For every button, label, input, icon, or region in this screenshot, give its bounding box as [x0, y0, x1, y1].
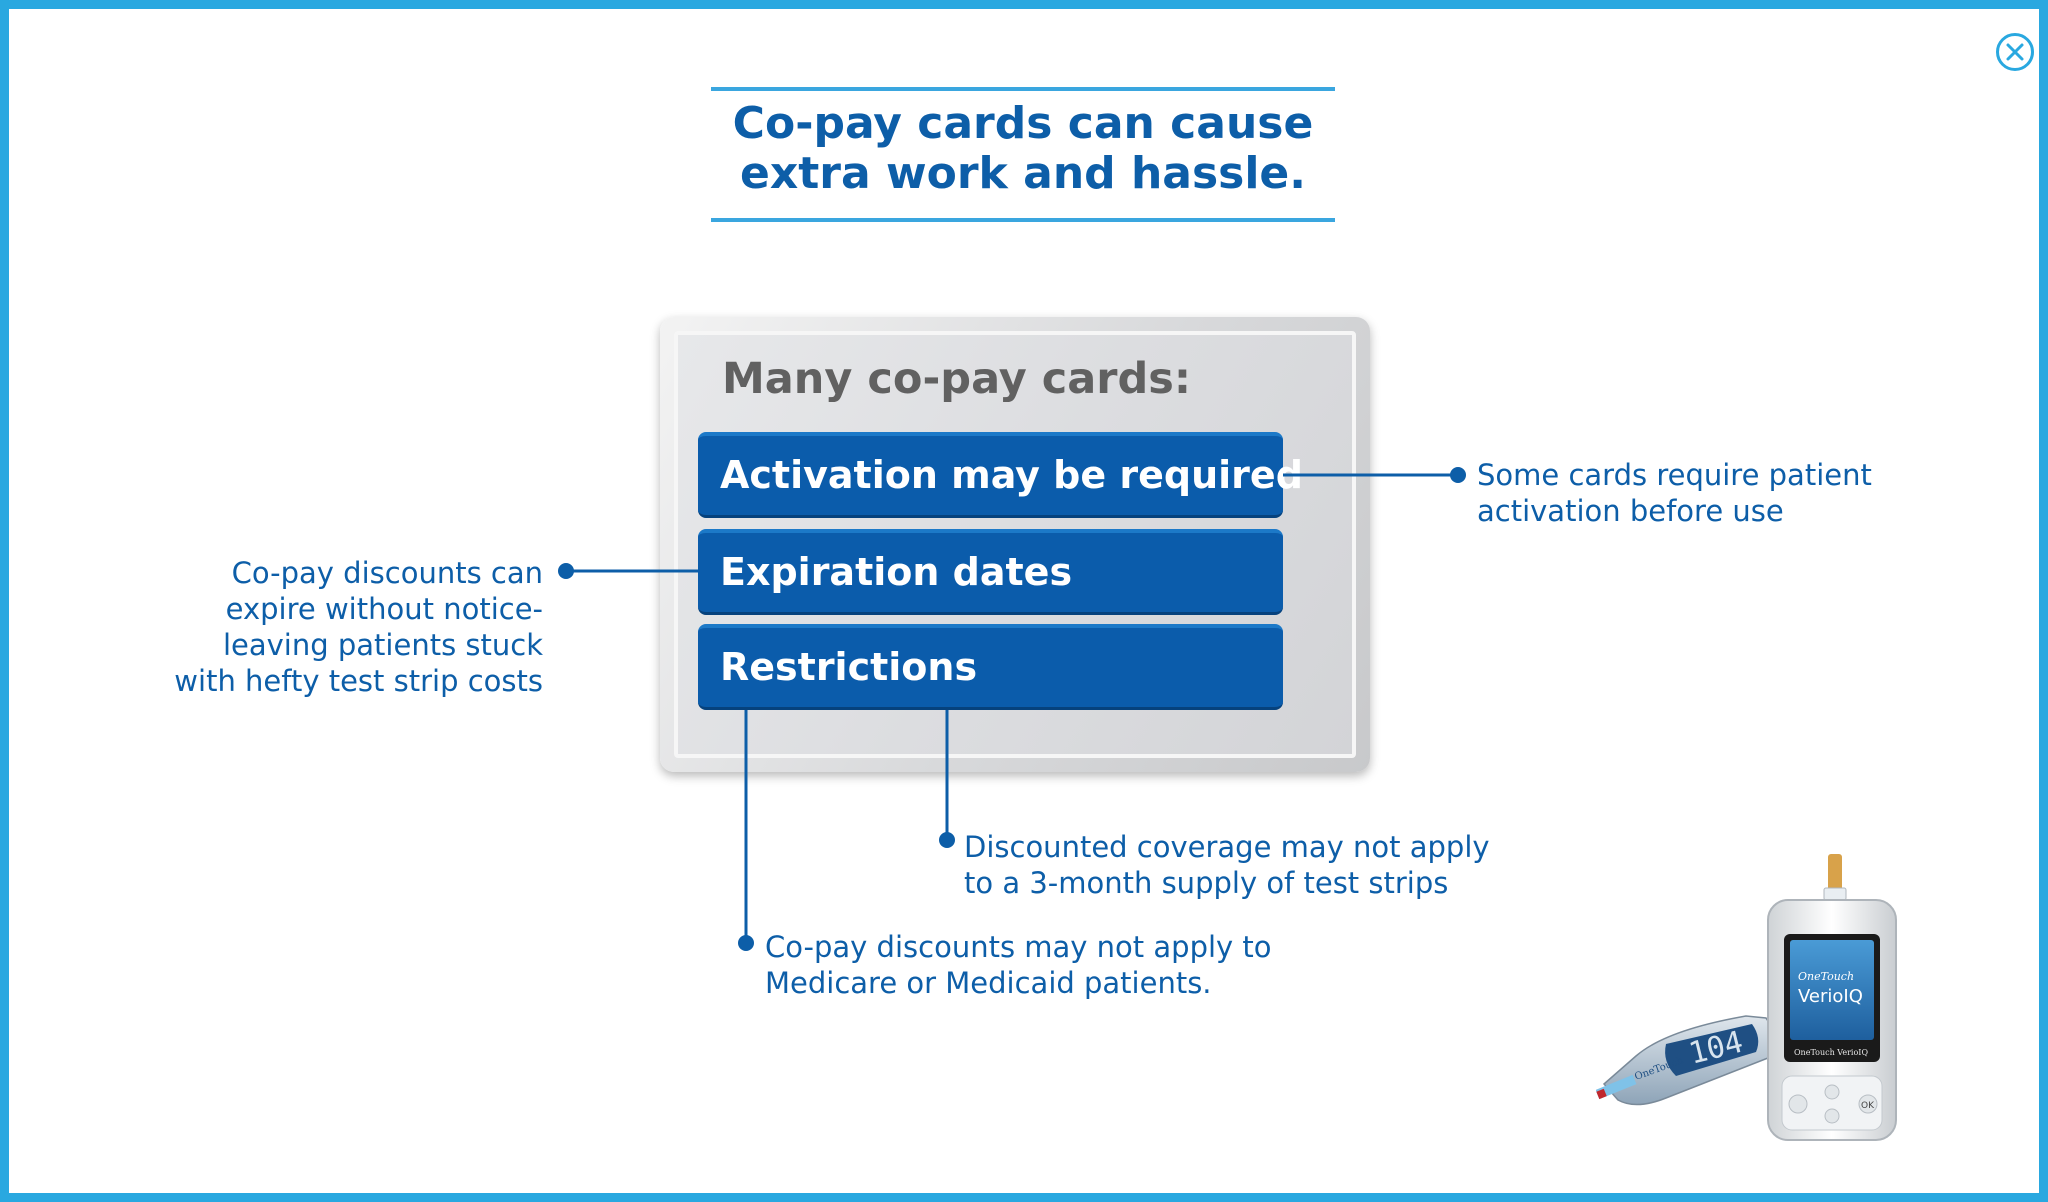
meter-screen-brand: OneTouch: [1798, 970, 1854, 983]
test-strip: [1595, 1074, 1637, 1100]
meter-screen-model: VerioIQ: [1798, 986, 1863, 1007]
title-line-1: Co-pay cards can cause: [732, 98, 1314, 149]
meter-footer-label: OneTouch VerioIQ: [1794, 1048, 1868, 1057]
meter-down-button: [1824, 1108, 1840, 1124]
title-line-2: extra work and hassle.: [740, 148, 1306, 199]
medicare-dot: [738, 935, 754, 951]
medicare-callout-line: Co-pay discounts may not apply to: [765, 930, 1272, 964]
expiration-callout: Co-pay discounts can expire without noti…: [110, 555, 543, 699]
expiration-callout-line: expire without notice-: [225, 592, 543, 626]
activation-callout-line: Some cards require patient: [1477, 458, 1872, 492]
meter-ok-button: [1858, 1094, 1878, 1114]
title-bottom-rule: [711, 218, 1335, 222]
medicare-callout-line: Medicare or Medicaid patients.: [765, 966, 1212, 1000]
test-strip-tip: [1596, 1088, 1607, 1100]
expiration-pill[interactable]: Expiration dates: [698, 529, 1283, 615]
card-heading: Many co-pay cards:: [722, 354, 1192, 404]
meter-screen: [1790, 940, 1874, 1040]
glucose-meters-image: 104 OneTouch OneTouch VerioIQ OneTouch V…: [1595, 848, 1906, 1188]
medicare-callout: Co-pay discounts may not apply to Medica…: [765, 929, 1272, 1001]
meter-ok-label: OK: [1861, 1101, 1875, 1111]
glucose-meters-illustration: 104 OneTouch OneTouch VerioIQ OneTouch V…: [1595, 854, 1897, 1182]
restrictions-pill[interactable]: Restrictions: [698, 624, 1283, 710]
meter-reflection: [1772, 1142, 1892, 1182]
meter-back-button: [1788, 1094, 1808, 1114]
activation-callout: Some cards require patient activation be…: [1477, 457, 1872, 529]
supply-callout: Discounted coverage may not apply to a 3…: [964, 829, 1490, 901]
meter-up-button: [1824, 1084, 1840, 1100]
close-icon: [2006, 43, 2024, 61]
meter-strip: [1828, 854, 1842, 894]
expiration-dot: [558, 563, 574, 579]
activation-pill[interactable]: Activation may be required: [698, 432, 1303, 518]
expiration-callout-line: leaving patients stuck: [222, 628, 543, 662]
title-top-rule: [711, 87, 1335, 91]
close-button[interactable]: [1996, 33, 2034, 71]
activation-dot: [1450, 467, 1466, 483]
supply-dot: [939, 832, 955, 848]
activation-callout-line: activation before use: [1477, 494, 1784, 528]
left-meter: 104 OneTouch: [1595, 1015, 1775, 1106]
expiration-callout-line: with hefty test strip costs: [174, 664, 543, 698]
right-meter: OneTouch VerioIQ OneTouch VerioIQ OK: [1767, 854, 1897, 1182]
supply-callout-line: to a 3-month supply of test strips: [964, 866, 1449, 900]
supply-callout-line: Discounted coverage may not apply: [964, 830, 1490, 864]
page-title: Co-pay cards can cause extra work and ha…: [711, 99, 1335, 199]
expiration-callout-line: Co-pay discounts can: [231, 556, 543, 590]
